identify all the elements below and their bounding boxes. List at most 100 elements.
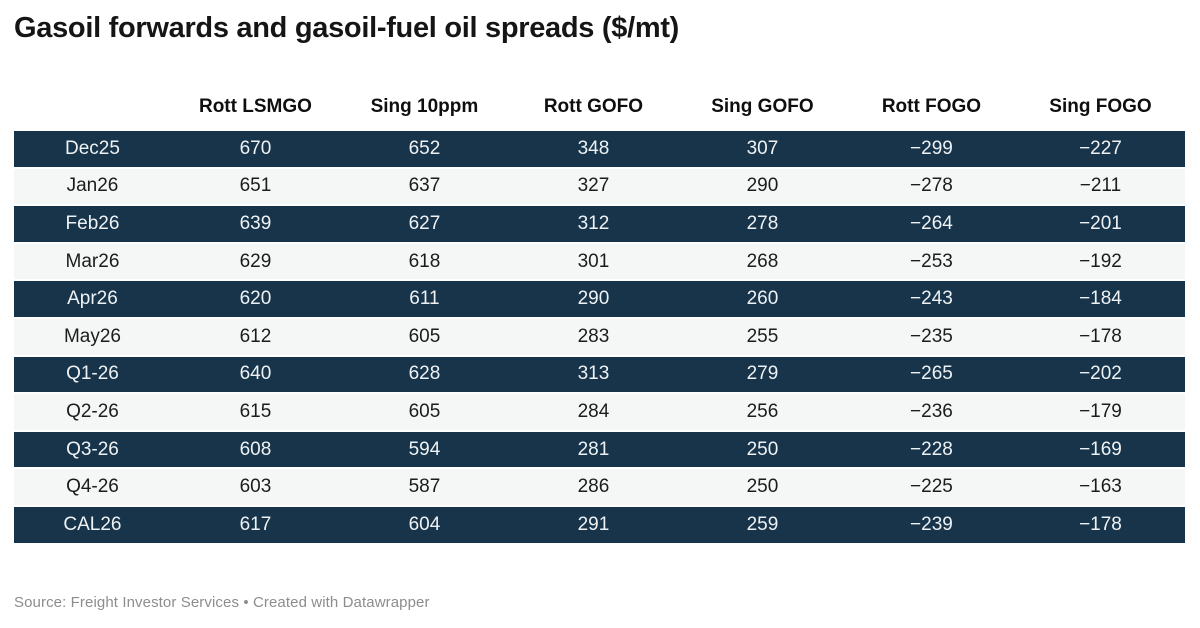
table-cell: −178 [1015,504,1185,543]
column-header-rott-fogo: Rott FOGO [881,95,982,117]
table-cell: 268 [677,241,847,280]
table-cell: −192 [1015,241,1185,280]
table-cell: 605 [339,316,509,355]
table-cell: 603 [170,467,340,505]
table-cell: −227 [1015,129,1185,167]
table-cell: 617 [170,504,340,543]
table-cell: −253 [846,241,1016,280]
table-cell: 627 [339,204,509,242]
chart-title: Gasoil forwards and gasoil-fuel oil spre… [14,12,680,44]
table-cell: 640 [170,354,340,393]
table-cell: −201 [1015,204,1185,242]
table-cell: 255 [677,316,847,355]
table-cell: 604 [339,504,509,543]
table-cell: 327 [508,166,678,205]
table-cell: 278 [677,204,847,242]
table-cell: −299 [846,129,1016,167]
table-cell: 611 [339,279,509,317]
table-cell: −178 [1015,316,1185,355]
table-header-row: Rott LSMGO Sing 10ppm Rott GOFO Sing GOF… [14,84,1185,129]
table-cell: −264 [846,204,1016,242]
table-row: Mar26 629 618 301 268 −253 −192 [14,241,1185,280]
row-label: Q1-26 [14,354,171,393]
table-cell: 307 [677,129,847,167]
table-cell: −239 [846,504,1016,543]
table-cell: 291 [508,504,678,543]
table-row: Apr26 620 611 290 260 −243 −184 [14,279,1185,317]
table-cell: −243 [846,279,1016,317]
table-cell: −184 [1015,279,1185,317]
table-cell: 615 [170,392,340,430]
table-cell: −265 [846,354,1016,393]
row-label: Q2-26 [14,392,171,430]
table-cell: 250 [677,429,847,468]
table-cell: −235 [846,316,1016,355]
column-header-sing-10ppm: Sing 10ppm [370,95,479,117]
table-row: Dec25 670 652 348 307 −299 −227 [14,129,1185,167]
table-row: May26 612 605 283 255 −235 −178 [14,316,1185,355]
table-cell: 620 [170,279,340,317]
table-body: Dec25 670 652 348 307 −299 −227 Jan26 651 637 327 2… [14,129,1185,543]
row-label: May26 [14,316,171,355]
table-cell: 628 [339,354,509,393]
table-cell: 594 [339,429,509,468]
table-cell: 639 [170,204,340,242]
table-cell: −228 [846,429,1016,468]
table-cell: 313 [508,354,678,393]
column-header-period [14,84,171,129]
row-label: CAL26 [14,504,171,543]
table-row: Q3-26 608 594 281 250 −228 −169 [14,429,1185,468]
column-header-sing-gofo: Sing GOFO [711,95,814,117]
row-label: Jan26 [14,166,171,205]
table-cell: 279 [677,354,847,393]
table-cell: −225 [846,467,1016,505]
table-row: Q4-26 603 587 286 250 −225 −163 [14,467,1185,505]
table-row: Q2-26 615 605 284 256 −236 −179 [14,392,1185,430]
row-label: Mar26 [14,241,171,280]
table-cell: −163 [1015,467,1185,505]
row-label: Apr26 [14,279,171,317]
table-cell: 301 [508,241,678,280]
row-label: Dec25 [14,129,171,167]
table-cell: 290 [677,166,847,205]
table-row: CAL26 617 604 291 259 −239 −178 [14,504,1185,543]
table-cell: −236 [846,392,1016,430]
table-cell: 629 [170,241,340,280]
table-cell: 284 [508,392,678,430]
table-cell: 618 [339,241,509,280]
table-cell: 286 [508,467,678,505]
table-cell: −278 [846,166,1016,205]
row-label: Q4-26 [14,467,171,505]
table-cell: 605 [339,392,509,430]
table-row: Q1-26 640 628 313 279 −265 −202 [14,354,1185,393]
column-header-rott-gofo: Rott GOFO [543,95,644,117]
column-header-rott-lsmgo: Rott LSMGO [198,95,312,117]
table-cell: 312 [508,204,678,242]
table-cell: 670 [170,129,340,167]
forwards-table: Rott LSMGO Sing 10ppm Rott GOFO Sing GOF… [14,84,1185,543]
table-cell: 256 [677,392,847,430]
table-cell: 608 [170,429,340,468]
table-cell: 260 [677,279,847,317]
table-row: Jan26 651 637 327 290 −278 −211 [14,166,1185,205]
table-cell: −169 [1015,429,1185,468]
table-cell: 587 [339,467,509,505]
table-cell: 283 [508,316,678,355]
table-cell: −211 [1015,166,1185,205]
table-row: Feb26 639 627 312 278 −264 −201 [14,204,1185,242]
table-cell: 348 [508,129,678,167]
table-cell: 637 [339,166,509,205]
table-header: Rott LSMGO Sing 10ppm Rott GOFO Sing GOF… [14,84,1185,129]
table-cell: 652 [339,129,509,167]
source-attribution: Source: Freight Investor Services • Crea… [14,594,430,611]
row-label: Q3-26 [14,429,171,468]
table-cell: 281 [508,429,678,468]
table-cell: 259 [677,504,847,543]
table-cell: 290 [508,279,678,317]
table-cell: −179 [1015,392,1185,430]
column-header-sing-fogo: Sing FOGO [1049,95,1152,117]
row-label: Feb26 [14,204,171,242]
table-cell: 612 [170,316,340,355]
table-cell: −202 [1015,354,1185,393]
